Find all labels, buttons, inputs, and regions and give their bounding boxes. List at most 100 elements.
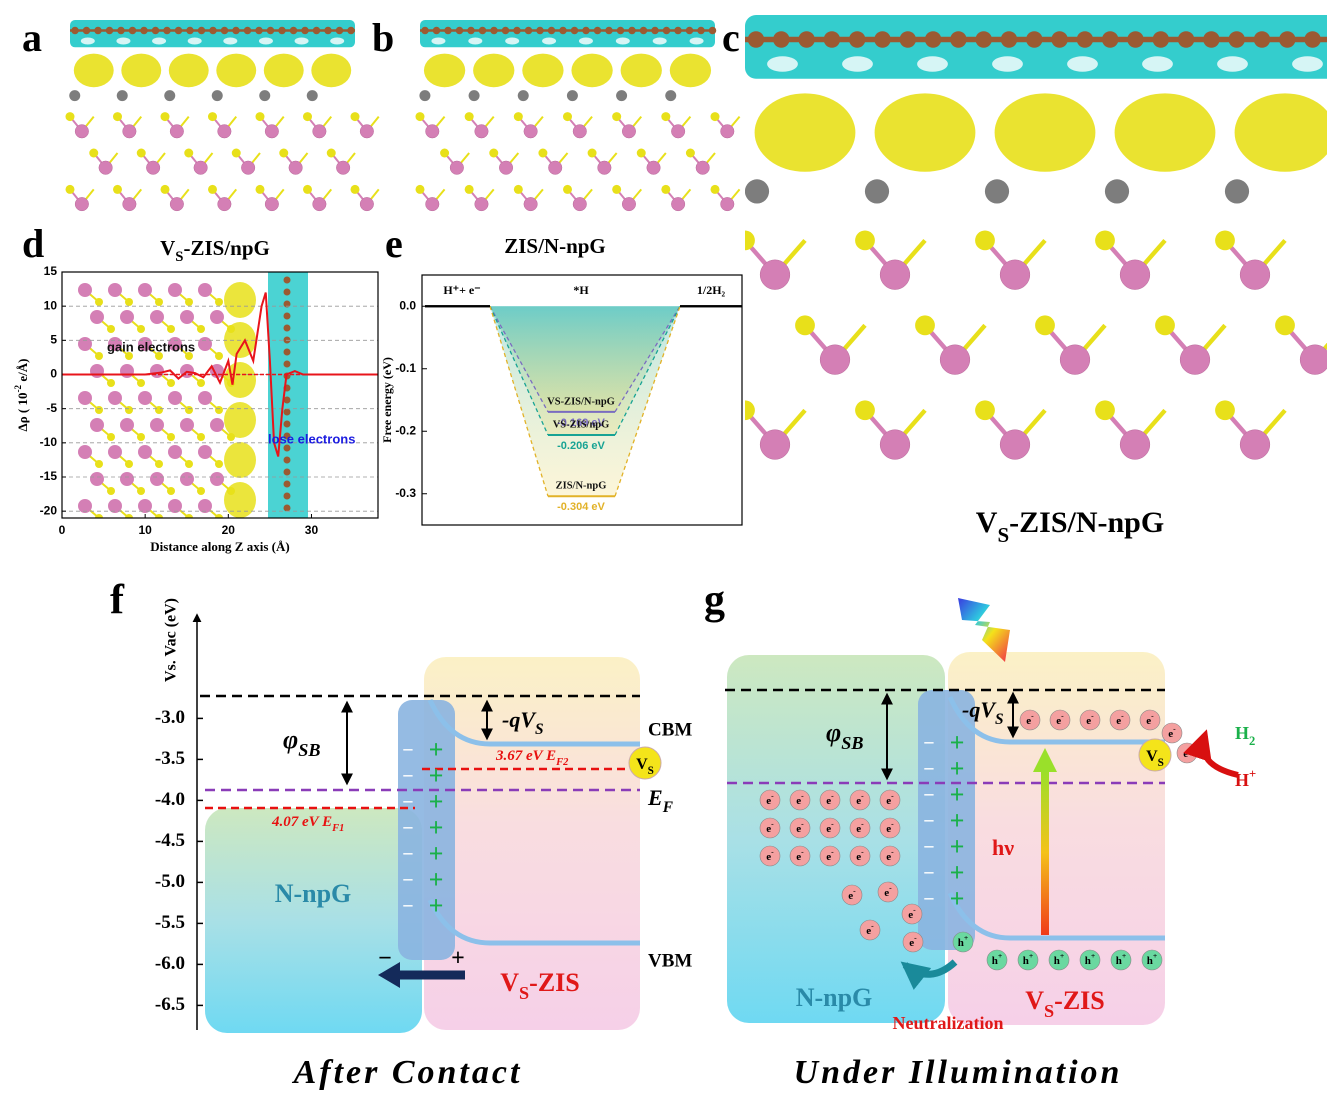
negative-charge: − [402, 818, 413, 840]
carbon-atom [1178, 31, 1195, 48]
electron-label-part: - [853, 886, 856, 895]
in-atom [180, 472, 194, 486]
carbon-atom [1228, 31, 1245, 48]
carbon-atom [548, 27, 556, 35]
carbon-atom [490, 27, 498, 35]
in-atom [573, 125, 587, 139]
s-atom [215, 352, 223, 360]
carbon-atom [605, 27, 613, 35]
in-atom [336, 161, 350, 175]
npg-region [205, 808, 422, 1033]
s-atom [351, 112, 360, 121]
positive-charge: + [429, 735, 444, 764]
depletion-hole [152, 38, 166, 45]
ef2-label-part: 3.67 eV E [495, 748, 556, 764]
electron-label-part: - [831, 791, 834, 800]
in-atom [426, 197, 440, 211]
s-atom [95, 352, 103, 360]
carbon-atom [628, 27, 636, 35]
carbon-atom [571, 27, 579, 35]
carbon-atom [900, 31, 917, 48]
carbon-atom [617, 27, 625, 35]
in-atom [123, 197, 137, 211]
depletion-hole [767, 56, 798, 71]
carbon-atom [284, 289, 291, 296]
s-atom [661, 112, 670, 121]
zis-label-part: -ZIS [529, 968, 580, 997]
carbon-atom [674, 27, 682, 35]
s-atom [465, 112, 474, 121]
electron-label-part: - [1173, 724, 1176, 733]
ef1-label-part: 4.07 eV E [271, 814, 332, 830]
s-atom [661, 185, 670, 194]
negative-charge: − [402, 896, 413, 918]
value-label: -0.206 eV [557, 440, 605, 452]
s-atom [735, 400, 755, 420]
in-atom [170, 197, 184, 211]
carbon-atom [1102, 31, 1119, 48]
carbon-atom [1026, 31, 1043, 48]
depletion-hole [188, 38, 202, 45]
ef1-label-part: F1 [331, 823, 344, 834]
depletion-hole [842, 56, 873, 71]
qv-label-part: S [535, 721, 544, 738]
y-tick-label: -5.5 [155, 912, 185, 933]
in-atom [1120, 260, 1150, 290]
annotation: gain electrons [107, 339, 195, 354]
s-atom [197, 325, 205, 333]
in-atom [241, 161, 255, 175]
in-atom [90, 310, 104, 324]
phi-label: φSB [283, 725, 320, 760]
in-atom [820, 345, 850, 375]
in-atom [450, 161, 464, 175]
field-minus: − [378, 946, 392, 972]
in-atom [210, 310, 224, 324]
positive-charge: + [429, 839, 444, 868]
zis-label-part: S [519, 983, 529, 1003]
in-atom [573, 197, 587, 211]
s-atom [107, 325, 115, 333]
qv-label-part: -qV [962, 697, 997, 722]
in-atom [108, 391, 122, 405]
in-atom [120, 472, 134, 486]
s-atom [735, 231, 755, 251]
carbon-atom [1203, 31, 1220, 48]
negative-charge: − [402, 844, 413, 866]
ef-label-part: E [647, 785, 663, 810]
structure-a [66, 20, 379, 211]
in-atom [90, 364, 104, 378]
carbon-atom [284, 469, 291, 476]
depletion-hole [616, 38, 630, 45]
in-atom [218, 125, 232, 139]
s-atom [465, 185, 474, 194]
in-atom [1000, 430, 1030, 460]
carbon-atom [232, 27, 240, 35]
series-label: VS-ZIS/N-npG [547, 396, 615, 407]
carbon-atom [336, 27, 344, 35]
in-atom [760, 260, 790, 290]
carbon-atom [175, 27, 183, 35]
carbon-atom [284, 421, 291, 428]
s-atom [137, 433, 145, 441]
zis-label-part: V [1025, 986, 1044, 1015]
electron-label-part: - [831, 819, 834, 828]
vacancy-label-part: V [1146, 748, 1158, 765]
s-atom [66, 112, 75, 121]
carbon-atom [697, 27, 705, 35]
carbon-atom [117, 27, 125, 35]
positive-charge: + [950, 858, 965, 887]
carbon-atom [71, 27, 79, 35]
carbon-atom [444, 27, 452, 35]
positive-charge: + [429, 891, 444, 920]
s-atom [208, 185, 217, 194]
charge-accumulation [995, 93, 1096, 171]
field-plus: + [451, 946, 465, 972]
y-axis-label-part: e/Å) [15, 359, 30, 385]
charge-depletion [420, 20, 715, 47]
s-atom [185, 298, 193, 306]
in-atom [210, 472, 224, 486]
in-atom [168, 283, 182, 297]
zn-atom [307, 90, 318, 101]
depletion-hole [116, 38, 130, 45]
s-atom [1275, 315, 1295, 335]
